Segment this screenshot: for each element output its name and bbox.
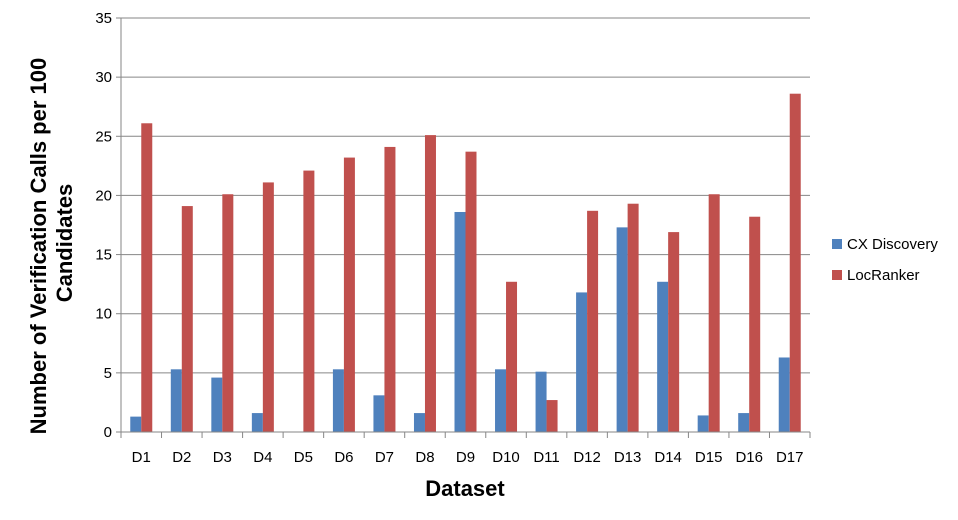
- bar-locranker: [181, 206, 193, 432]
- x-axis-title: Dataset: [425, 476, 505, 501]
- legend-label-locranker: LocRanker: [847, 267, 920, 284]
- bar-cx-discovery: [778, 357, 790, 432]
- axes: [116, 17, 811, 438]
- y-tick-label: 35: [95, 10, 112, 27]
- x-tick-label: D14: [654, 449, 682, 466]
- legend-swatch-locranker: [832, 270, 842, 280]
- bar-cx-discovery: [170, 369, 182, 432]
- y-tick-label: 15: [95, 247, 112, 264]
- bar-cx-discovery: [657, 281, 669, 432]
- bar-locranker: [465, 151, 477, 433]
- x-tick-label: D2: [172, 449, 191, 466]
- bar-locranker: [343, 157, 355, 432]
- bar-locranker: [262, 182, 274, 432]
- x-tick-labels: D1 D2 D3 D4 D5 D6 D7 D8 D9 D10 D11 D12 D13 D14 D15 D16 D…: [132, 449, 804, 466]
- bar-cx-discovery: [332, 369, 344, 432]
- y-axis-title: Number of Verification Calls per 100 Can…: [26, 52, 77, 435]
- x-tick-label: D12: [573, 449, 601, 466]
- legend: CX Discovery LocRanker: [832, 236, 938, 284]
- x-tick-label: D11: [533, 449, 559, 466]
- bar-locranker: [303, 170, 315, 433]
- x-tick-label: D15: [695, 449, 723, 466]
- bar-cx-discovery: [454, 211, 466, 432]
- x-tick-label: D17: [776, 449, 804, 466]
- x-tick-label: D6: [334, 449, 353, 466]
- bars: [130, 93, 801, 433]
- bar-locranker: [506, 281, 518, 432]
- bar-cx-discovery: [373, 395, 385, 432]
- bar-locranker: [384, 146, 396, 432]
- bar-locranker: [587, 210, 599, 432]
- bar-locranker: [789, 93, 801, 433]
- bar-cx-discovery: [738, 413, 750, 432]
- y-tick-label: 10: [95, 306, 112, 323]
- y-tick-label: 20: [95, 187, 112, 204]
- y-tick-label: 25: [95, 128, 112, 145]
- y-tick-label: 30: [95, 69, 112, 86]
- bar-cx-discovery: [211, 377, 223, 432]
- bar-locranker: [424, 135, 436, 433]
- y-tick-labels: 0 5 10 15 20 25 30 35: [95, 10, 112, 441]
- bar-cx-discovery: [697, 415, 709, 432]
- y-tick-label: 5: [104, 365, 112, 382]
- x-tick-label: D1: [132, 449, 151, 466]
- bar-cx-discovery: [495, 369, 507, 432]
- bar-cx-discovery: [535, 371, 547, 432]
- bar-locranker: [749, 216, 761, 432]
- bar-locranker: [668, 232, 680, 432]
- x-tick-label: D10: [492, 449, 520, 466]
- y-axis-title-line-1: Number of Verification Calls per 100: [26, 58, 51, 435]
- x-tick-label: D13: [614, 449, 642, 466]
- bar-cx-discovery: [413, 413, 425, 432]
- legend-swatch-cx-discovery: [832, 239, 842, 249]
- x-tick-label: D4: [253, 449, 272, 466]
- x-tick-label: D8: [415, 449, 434, 466]
- bar-cx-discovery: [616, 227, 628, 432]
- bar-cx-discovery: [130, 416, 142, 432]
- x-tick-label: D5: [294, 449, 313, 466]
- x-tick-label: D16: [735, 449, 763, 466]
- bar-cx-discovery: [576, 292, 588, 432]
- bar-locranker: [546, 400, 558, 432]
- bar-locranker: [708, 194, 720, 432]
- x-tick-label: D3: [213, 449, 232, 466]
- y-tick-label: 0: [104, 424, 112, 441]
- x-tick-label: D7: [375, 449, 394, 466]
- legend-label-cx-discovery: CX Discovery: [847, 236, 938, 253]
- bar-locranker: [141, 123, 153, 432]
- bar-cx-discovery: [251, 413, 263, 432]
- bar-locranker: [627, 203, 639, 432]
- bar-locranker: [222, 194, 234, 432]
- y-axis-title-line-2: Candidates: [52, 184, 77, 303]
- x-tick-label: D9: [456, 449, 475, 466]
